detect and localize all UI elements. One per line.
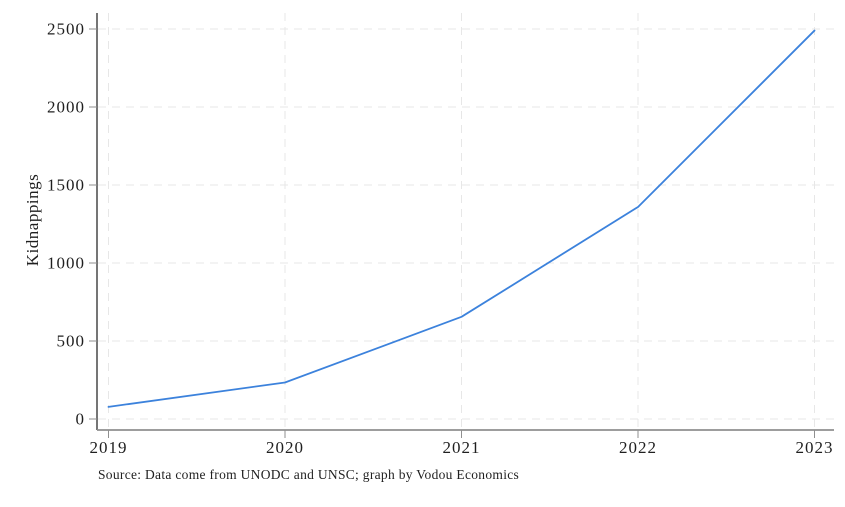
y-tick-label: 0 [76, 410, 86, 429]
x-tick-label: 2021 [443, 438, 481, 457]
y-axis-title: Kidnappings [23, 173, 42, 267]
x-tick-label: 2020 [266, 438, 304, 457]
x-tick-label: 2019 [90, 438, 128, 457]
y-tick-label: 2500 [47, 20, 85, 39]
y-tick-label: 1000 [47, 254, 85, 273]
y-tick-label: 500 [57, 332, 86, 351]
y-tick-label: 1500 [47, 176, 85, 195]
kidnappings-data-line [107, 29, 816, 408]
source-note: Source: Data come from UNODC and UNSC; g… [98, 467, 520, 482]
x-tick-label: 2023 [796, 438, 834, 457]
y-tick-label: 2000 [47, 98, 85, 117]
x-tick-label: 2022 [619, 438, 657, 457]
